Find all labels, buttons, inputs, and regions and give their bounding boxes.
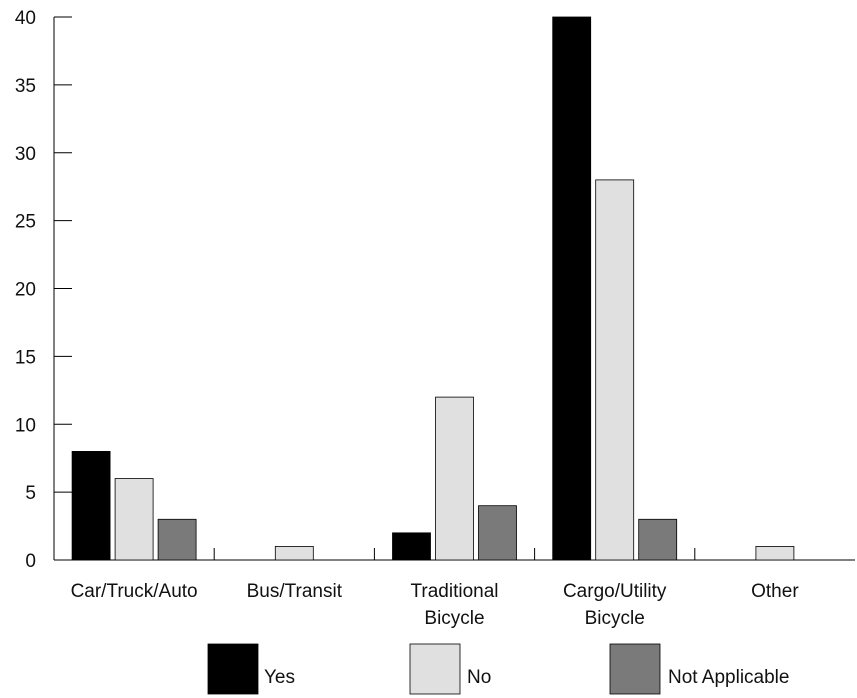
bar-no xyxy=(755,546,795,561)
bar-no xyxy=(114,478,154,561)
legend-swatch xyxy=(207,643,259,695)
legend: Yes No Not Applicable xyxy=(207,643,789,695)
bar-yes xyxy=(71,450,111,561)
bar-no xyxy=(274,546,314,561)
x-category-label: Other xyxy=(751,581,799,602)
x-category-label-line: Cargo/Utility xyxy=(563,581,667,602)
x-category-label-line: Other xyxy=(751,581,799,602)
legend-swatch xyxy=(609,643,661,695)
x-category-label: Traditional Bicycle xyxy=(410,581,498,629)
y-tick-label: 30 xyxy=(15,144,36,165)
x-category-label-line: Bus/Transit xyxy=(247,581,343,602)
bar-no xyxy=(435,396,474,561)
legend-label: Not Applicable xyxy=(668,667,789,688)
x-category-label: Bus/Transit xyxy=(247,581,343,602)
x-category-label: Car/Truck/Auto xyxy=(71,581,198,602)
legend-swatch xyxy=(409,643,461,695)
y-tick-label: 10 xyxy=(15,415,36,436)
x-category-label-line: Bicycle xyxy=(585,608,645,629)
y-tick-label: 15 xyxy=(15,347,36,368)
bar-no xyxy=(595,179,635,561)
bar-not-applicable xyxy=(478,505,517,561)
bar-not-applicable xyxy=(638,518,678,561)
x-category-label-line: Car/Truck/Auto xyxy=(71,581,198,602)
y-tick-label: 5 xyxy=(25,483,36,504)
y-tick-label: 40 xyxy=(15,8,36,29)
x-category-label-line: Bicycle xyxy=(424,608,484,629)
legend-label: No xyxy=(467,667,491,688)
legend-label: Yes xyxy=(264,667,295,688)
y-tick-label: 0 xyxy=(25,551,36,572)
y-tick-label: 20 xyxy=(15,280,36,301)
bar-yes xyxy=(552,16,592,561)
x-category-label-line: Traditional xyxy=(410,581,498,602)
y-axis: 0 5 10 15 20 25 30 35 40 xyxy=(15,8,72,572)
y-tick-label: 25 xyxy=(15,212,36,233)
bar-not-applicable xyxy=(157,518,197,561)
bars xyxy=(71,16,795,561)
x-category-label: Cargo/Utility Bicycle xyxy=(563,581,667,629)
bar-yes xyxy=(392,532,431,561)
y-tick-label: 35 xyxy=(15,76,36,97)
